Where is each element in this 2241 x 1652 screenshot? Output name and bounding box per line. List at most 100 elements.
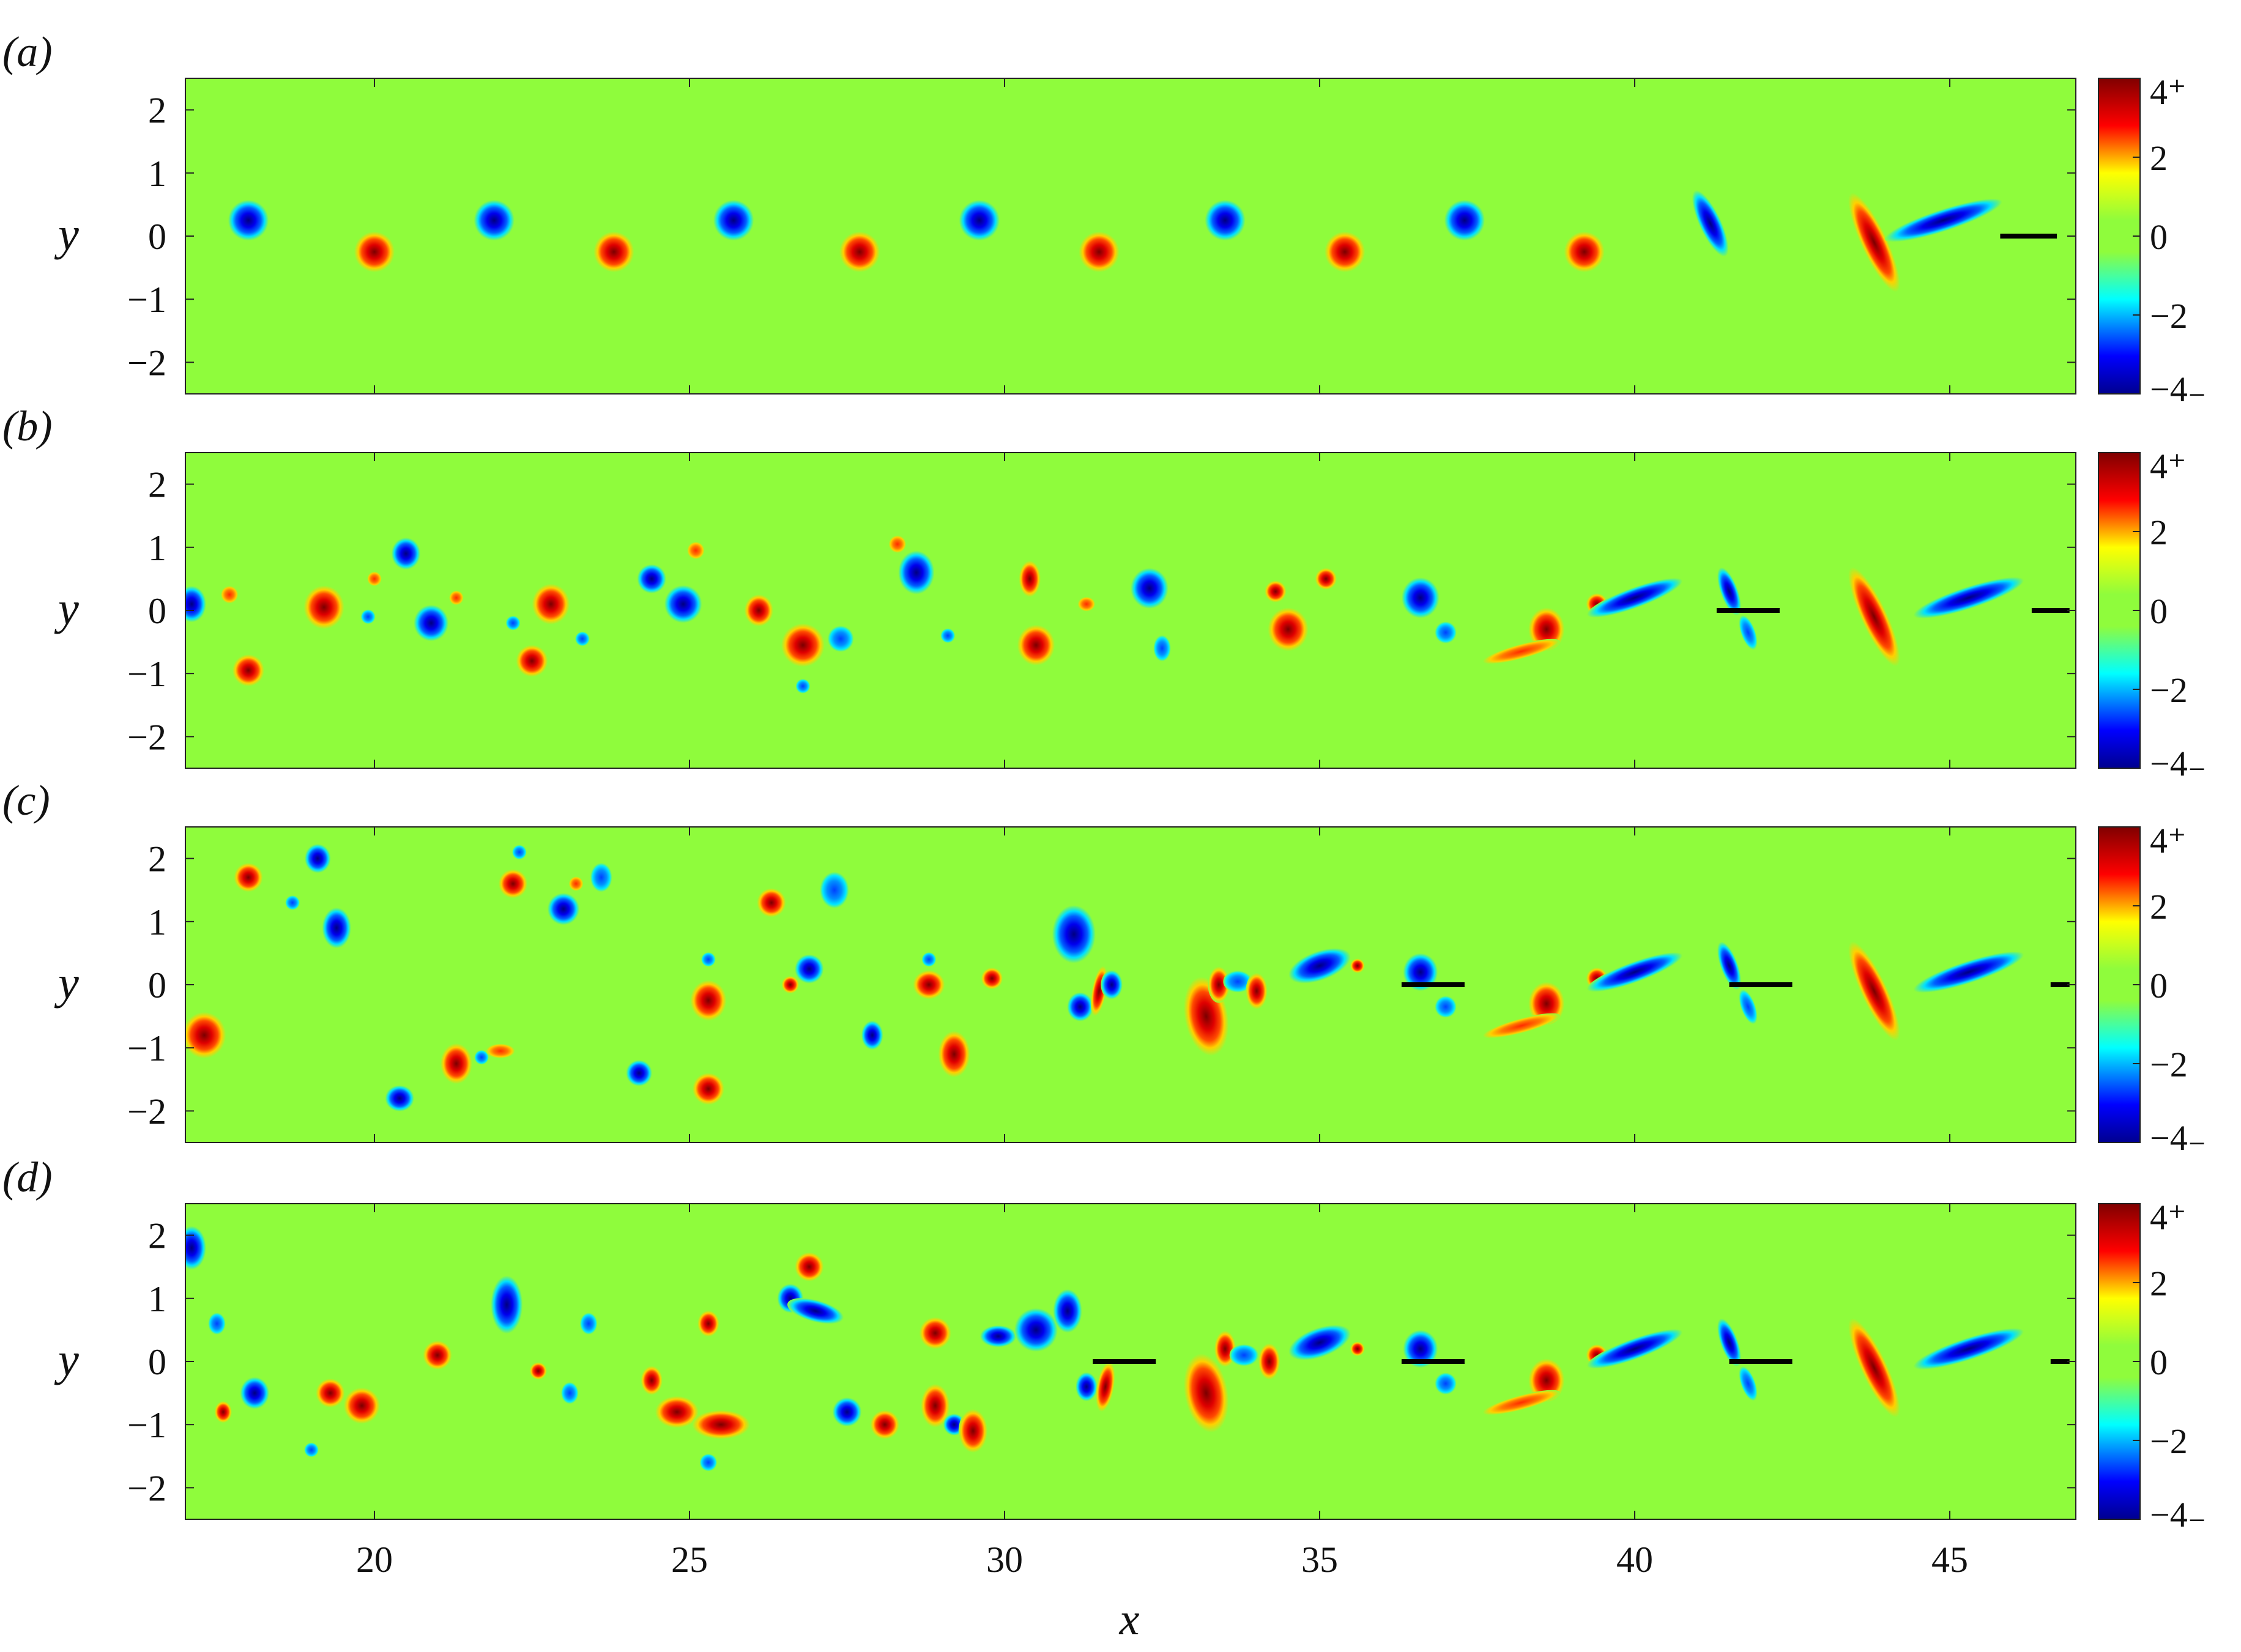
y-axis-label: y (54, 583, 79, 634)
positive-vortex (1265, 580, 1287, 602)
positive-vortex (1208, 966, 1230, 1003)
positive-vortex (1482, 1390, 1560, 1415)
negative-vortex (713, 199, 754, 241)
colorbar-tick-label: 0 (2150, 966, 2168, 1006)
positive-vortex (1268, 607, 1309, 651)
y-tick-label: 0 (148, 1342, 166, 1382)
positive-vortex (697, 1310, 719, 1337)
colorbar-tick-label: −4₋ (2150, 744, 2206, 783)
positive-vortex (958, 1409, 988, 1453)
negative-vortex (285, 895, 300, 910)
negative-vortex (1435, 621, 1457, 643)
panel: −2 −1 0 1 2 (a) y 4⁺ 2 0 −2 −4₋ (2, 29, 2206, 409)
panel: −2 −1 0 1 2 (d) y 4⁺ 2 0 −2 −4₋ (2, 1154, 2206, 1535)
positive-vortex (781, 623, 825, 667)
negative-vortex (861, 1020, 883, 1050)
y-tick-label: 1 (148, 154, 166, 194)
positive-vortex (888, 535, 907, 553)
negative-vortex (228, 199, 269, 241)
panel-label: (c) (2, 777, 50, 824)
negative-vortex (579, 1313, 598, 1335)
y-axis-label: y (54, 1334, 79, 1385)
positive-vortex (839, 231, 880, 273)
positive-vortex (1017, 624, 1055, 665)
y-tick-label: −2 (127, 717, 166, 757)
negative-vortex (980, 1325, 1017, 1347)
negative-vortex (1435, 1372, 1457, 1395)
positive-vortex (354, 231, 395, 273)
positive-vortex (781, 976, 800, 994)
negative-vortex (1884, 198, 2002, 242)
positive-vortex (795, 1252, 824, 1281)
negative-vortex (637, 564, 666, 594)
panel: −2 −1 0 1 2 (c) y 4⁺ 2 0 −2 −4₋ (2, 777, 2206, 1158)
negative-vortex (322, 907, 351, 949)
positive-vortex (641, 1366, 663, 1395)
positive-vortex (532, 583, 570, 624)
colorbar-tick-label: 0 (2150, 1343, 2168, 1382)
negative-vortex (1913, 951, 2024, 993)
positive-vortex (1482, 639, 1560, 664)
negative-vortex (795, 954, 824, 983)
positive-vortex (1096, 1361, 1115, 1412)
y-tick-label: 1 (148, 528, 166, 568)
colorbar-tick-label: −2 (2150, 296, 2188, 336)
negative-vortex (1403, 1330, 1438, 1368)
positive-vortex (921, 1383, 950, 1428)
positive-vortex (870, 1410, 899, 1439)
positive-vortex (1350, 958, 1365, 973)
colorbar-tick-label: 2 (2150, 138, 2168, 178)
colorbar-tick-label: 4⁺ (2150, 72, 2187, 112)
y-tick-label: −1 (127, 654, 166, 694)
negative-vortex (1444, 199, 1485, 241)
colorbar: 4⁺ 2 0 −2 −4₋ (2098, 821, 2206, 1158)
negative-vortex (1913, 577, 2024, 619)
positive-vortex (303, 585, 344, 629)
colorbar: 4⁺ 2 0 −2 −4₋ (2098, 1198, 2206, 1535)
negative-vortex (1223, 971, 1252, 993)
negative-vortex (1067, 992, 1093, 1021)
y-tick-label: 0 (148, 217, 166, 257)
negative-vortex (1739, 1366, 1758, 1401)
colorbar-tick-label: 0 (2150, 217, 2168, 257)
negative-vortex (1403, 953, 1438, 991)
negative-vortex (360, 609, 376, 624)
positive-vortex (1325, 231, 1366, 273)
negative-vortex (1229, 1344, 1259, 1366)
negative-vortex (185, 1226, 206, 1270)
negative-vortex (827, 626, 854, 652)
x-tick-label: 40 (1616, 1539, 1653, 1580)
negative-vortex (1717, 941, 1741, 990)
negative-vortex (575, 631, 590, 646)
positive-vortex (938, 1031, 970, 1078)
y-tick-label: −2 (127, 1468, 166, 1508)
colorbar-tick-label: −4₋ (2150, 369, 2206, 409)
negative-vortex (1076, 1372, 1098, 1402)
x-tick-labels: 20 25 30 35 40 45 (356, 1539, 1968, 1580)
positive-vortex (1564, 231, 1605, 273)
negative-vortex (1101, 970, 1123, 999)
positive-vortex (1848, 1318, 1900, 1418)
negative-vortex (701, 952, 716, 967)
positive-vortex (757, 888, 786, 917)
negative-vortex (1586, 577, 1683, 618)
colorbar-tick-label: 2 (2150, 887, 2168, 927)
positive-vortex (913, 970, 945, 999)
negative-vortex (921, 952, 937, 967)
positive-vortex (690, 980, 727, 1021)
negative-vortex (1739, 989, 1758, 1024)
negative-vortex (304, 1442, 319, 1458)
vortex-field (228, 190, 2002, 292)
y-tick-label: −2 (127, 343, 166, 383)
negative-vortex (795, 678, 811, 694)
colorbar-tick-label: 2 (2150, 513, 2168, 552)
colorbar-tick-label: 4⁺ (2150, 821, 2187, 861)
negative-vortex (240, 1377, 269, 1409)
negative-vortex (590, 862, 612, 892)
negative-vortex (208, 1313, 226, 1335)
x-tick-label: 20 (356, 1539, 393, 1580)
positive-vortex (687, 541, 705, 560)
y-axis-label: y (54, 957, 79, 1009)
positive-vortex (1019, 560, 1041, 598)
positive-vortex (440, 1043, 472, 1084)
